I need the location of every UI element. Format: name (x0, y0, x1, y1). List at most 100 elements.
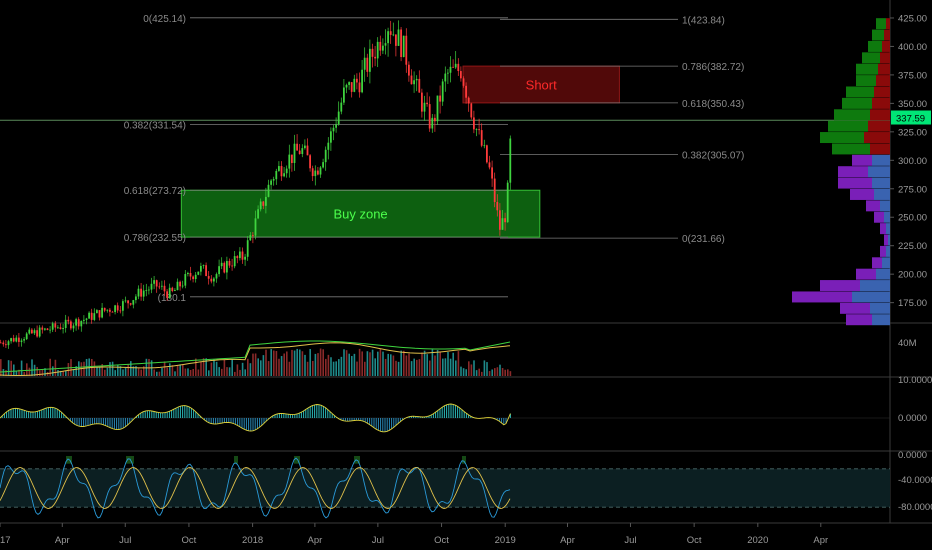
volume-bar (257, 358, 259, 376)
candle-body (129, 303, 132, 305)
candle-body (134, 296, 137, 301)
volume-bar (153, 369, 155, 376)
volume-bar (202, 358, 205, 376)
last-price-badge (891, 110, 931, 125)
stoch-overbought-fill (354, 456, 356, 464)
volume-ma-yellow (0, 342, 511, 376)
candle-body (322, 162, 324, 168)
candle-body (88, 312, 90, 319)
volume-bar (397, 361, 400, 376)
vp-down-bar (880, 200, 890, 212)
candle-body (210, 278, 213, 282)
volume-bar (351, 356, 353, 376)
volume-bar (192, 369, 194, 376)
volume-bar (226, 367, 228, 376)
candle-body (116, 305, 119, 311)
vp-down-bar (886, 245, 890, 257)
candle-body (38, 327, 41, 337)
candle-body (85, 318, 88, 320)
volume-bar (137, 368, 140, 376)
price-tick-label: 425.00 (898, 13, 927, 24)
vp-up-bar (852, 154, 872, 166)
candle-body (496, 201, 499, 211)
volume-bar (361, 351, 363, 376)
volume-bar (392, 355, 395, 376)
time-tick-label: Oct (182, 535, 197, 546)
fib-label-right-4: 0(231.66) (682, 234, 725, 245)
volume-bar (418, 359, 421, 376)
candle-body (33, 330, 36, 334)
volume-bar (280, 356, 283, 376)
volume-bar (449, 358, 452, 376)
time-tick-label: 2018 (242, 535, 263, 546)
volume-ma-green (0, 340, 511, 373)
stoch-tick-label: -40.0000 (898, 475, 932, 486)
candle-body (236, 256, 239, 259)
volume-bar (205, 358, 207, 376)
candle-body (64, 319, 67, 328)
candle-body (381, 45, 384, 51)
volume-bar (114, 370, 116, 376)
osc-tick-label: 0.0000 (898, 413, 927, 424)
candle-body (15, 337, 18, 342)
vp-down-bar (852, 291, 890, 303)
stoch-overbought-fill (296, 456, 298, 464)
volume-bar (122, 369, 124, 376)
time-tick-label: Jul (624, 535, 636, 546)
candle-body (345, 84, 348, 88)
stoch-overbought-fill (462, 456, 464, 464)
candle-body (353, 78, 356, 92)
volume-bar (496, 367, 499, 376)
volume-bar (260, 360, 262, 376)
candle-body (283, 173, 285, 177)
price-tick-label: 400.00 (898, 42, 927, 53)
volume-tick-label: 40M (898, 338, 917, 349)
volume-bar (169, 363, 171, 376)
indicator-panels: 40M 10.0000 0.0000 0.0000 -40.0000 -80.0000 (0, 338, 932, 519)
candle-body (17, 337, 20, 342)
volume-bar (306, 361, 309, 376)
candle-body (111, 311, 114, 313)
candle-body (413, 80, 415, 85)
candle-body (418, 78, 421, 93)
time-tick-label: Jul (372, 535, 384, 546)
volume-bar (179, 364, 181, 376)
vp-down-bar (888, 234, 890, 246)
volume-bar (15, 370, 18, 376)
stoch-overbought-fill (234, 456, 236, 464)
volume-bar (62, 371, 64, 376)
volume-bar (345, 350, 348, 376)
volume-bar (20, 360, 23, 376)
volume-bar (319, 348, 322, 376)
candle-body (329, 131, 332, 143)
zone-box-0 (180, 189, 541, 238)
volume-bar (247, 358, 249, 376)
stoch-overbought-fill (298, 456, 300, 464)
volume-bar (291, 349, 293, 376)
vp-up-bar (850, 188, 874, 200)
volume-bar (49, 358, 51, 376)
volume-bar (330, 357, 332, 376)
volume-bar (499, 364, 501, 376)
stoch-tick-label: 0.0000 (898, 450, 927, 461)
zones: Buy zone Short (180, 65, 620, 238)
fib-label-left-0: 0(425.14) (143, 14, 186, 25)
vp-up-bar (872, 257, 882, 269)
price-tick-label: 325.00 (898, 127, 927, 138)
vp-down-bar (870, 109, 890, 121)
volume-bar (434, 355, 436, 376)
volume-bar (431, 349, 434, 376)
vp-up-bar (846, 86, 874, 98)
vp-up-bar (820, 132, 864, 144)
vp-down-bar (882, 40, 890, 52)
candle-body (348, 82, 350, 85)
volume-bar (462, 368, 465, 376)
candle-body (272, 179, 275, 181)
candle-body (293, 143, 296, 164)
candle-body (75, 319, 77, 326)
vp-down-bar (868, 120, 890, 132)
candle-body (426, 102, 428, 105)
volume-bar (166, 367, 168, 376)
candle-body (509, 138, 512, 183)
